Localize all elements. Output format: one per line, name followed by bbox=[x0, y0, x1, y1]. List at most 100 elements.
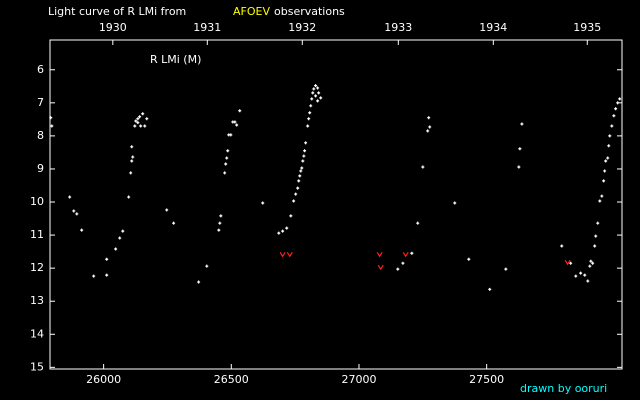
data-point bbox=[301, 159, 305, 163]
y-tick-label: 8 bbox=[37, 129, 44, 142]
data-point bbox=[218, 221, 222, 225]
data-point bbox=[614, 107, 618, 111]
data-point bbox=[219, 214, 223, 218]
data-point bbox=[560, 244, 564, 248]
data-point bbox=[517, 165, 521, 169]
data-point bbox=[612, 114, 616, 118]
top-tick-label: 1935 bbox=[573, 21, 601, 34]
data-point bbox=[308, 111, 312, 115]
data-point bbox=[618, 97, 622, 101]
data-point bbox=[401, 261, 405, 265]
data-point bbox=[583, 273, 587, 277]
data-point bbox=[588, 264, 592, 268]
data-point bbox=[604, 159, 608, 163]
data-point bbox=[139, 124, 143, 128]
data-point bbox=[92, 274, 96, 278]
top-tick-label: 1934 bbox=[479, 21, 507, 34]
data-point bbox=[223, 171, 227, 175]
data-point bbox=[145, 117, 149, 121]
data-point bbox=[306, 124, 310, 128]
data-point bbox=[304, 141, 308, 145]
data-point bbox=[235, 123, 239, 127]
data-point bbox=[602, 179, 606, 183]
data-point bbox=[294, 192, 298, 196]
data-point bbox=[603, 169, 607, 173]
data-point bbox=[238, 109, 242, 113]
y-tick-label: 10 bbox=[30, 195, 44, 208]
data-point bbox=[589, 259, 593, 263]
data-point bbox=[134, 119, 138, 123]
data-point bbox=[281, 229, 285, 233]
data-point bbox=[314, 84, 318, 88]
data-point bbox=[75, 212, 79, 216]
data-point bbox=[136, 117, 140, 121]
data-point bbox=[289, 214, 293, 218]
data-point bbox=[130, 145, 134, 149]
data-point bbox=[416, 221, 420, 225]
data-point bbox=[453, 201, 457, 205]
data-point bbox=[402, 251, 409, 258]
data-point bbox=[312, 87, 316, 91]
data-point bbox=[314, 94, 318, 98]
y-tick-label: 15 bbox=[30, 360, 44, 373]
x-tick-label: 26500 bbox=[214, 373, 249, 386]
data-point bbox=[319, 96, 323, 100]
data-point bbox=[316, 86, 320, 90]
top-tick-label: 1930 bbox=[99, 21, 127, 34]
top-tick-label: 1933 bbox=[384, 21, 412, 34]
data-point bbox=[114, 247, 118, 251]
chart-title: Light curve of R LMi from bbox=[48, 5, 186, 18]
data-point bbox=[574, 274, 578, 278]
data-point bbox=[279, 251, 286, 258]
data-point bbox=[520, 122, 524, 126]
data-point bbox=[286, 251, 293, 258]
data-point bbox=[50, 124, 54, 128]
data-point bbox=[316, 99, 320, 103]
data-point bbox=[299, 169, 303, 173]
data-point bbox=[317, 91, 321, 95]
data-point bbox=[610, 124, 614, 128]
data-point bbox=[130, 159, 134, 163]
data-point bbox=[138, 115, 142, 119]
data-point bbox=[217, 228, 221, 232]
x-tick-label: 27500 bbox=[469, 373, 504, 386]
data-point bbox=[131, 155, 135, 159]
chart-title-source: AFOEV bbox=[233, 5, 270, 18]
y-tick-label: 13 bbox=[30, 294, 44, 307]
data-point bbox=[129, 171, 133, 175]
data-point bbox=[310, 97, 314, 101]
data-point bbox=[594, 234, 598, 238]
data-point bbox=[72, 209, 76, 213]
data-point bbox=[224, 162, 228, 166]
data-point bbox=[172, 221, 176, 225]
data-point bbox=[591, 261, 595, 265]
data-point bbox=[233, 120, 237, 124]
y-tick-label: 11 bbox=[30, 228, 44, 241]
y-tick-label: 7 bbox=[37, 96, 44, 109]
data-point bbox=[427, 116, 431, 120]
data-point bbox=[298, 174, 302, 178]
data-point bbox=[300, 166, 304, 170]
data-point bbox=[396, 267, 400, 271]
x-tick-label: 27000 bbox=[341, 373, 376, 386]
data-point bbox=[165, 208, 169, 212]
data-point bbox=[141, 112, 145, 116]
data-point bbox=[593, 244, 597, 248]
data-point bbox=[205, 264, 209, 268]
data-point bbox=[377, 264, 384, 271]
data-point bbox=[428, 125, 432, 129]
data-point bbox=[49, 116, 53, 120]
y-tick-label: 12 bbox=[30, 261, 44, 274]
data-point bbox=[410, 251, 414, 255]
data-point bbox=[488, 287, 492, 291]
data-point bbox=[197, 280, 201, 284]
data-point bbox=[598, 199, 602, 203]
data-point bbox=[121, 229, 125, 233]
data-point bbox=[426, 129, 430, 133]
data-point bbox=[504, 267, 508, 271]
data-point bbox=[302, 154, 306, 158]
data-point bbox=[277, 231, 281, 235]
y-tick-label: 14 bbox=[30, 327, 44, 340]
